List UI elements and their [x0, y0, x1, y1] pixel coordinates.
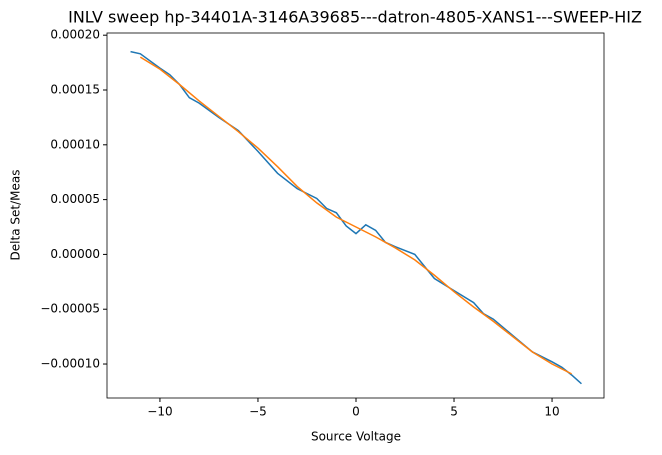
x-tick-label: 5 — [450, 405, 458, 419]
y-tick-label: −0.00010 — [40, 357, 100, 371]
y-tick-label: 0.00020 — [50, 28, 100, 42]
x-tick-label: 10 — [544, 405, 559, 419]
data-line — [130, 50, 582, 385]
y-tick-label: −0.00005 — [40, 302, 100, 316]
plot-frame — [106, 32, 605, 399]
y-axis-label: Delta Set/Meas — [9, 170, 23, 261]
y-tick-label: 0.00000 — [50, 247, 100, 261]
x-tick-label: 0 — [352, 405, 360, 419]
x-axis-label: Source Voltage — [311, 430, 401, 444]
data-line — [139, 56, 572, 375]
chart-title: INLV sweep hp-34401A-3146A39685---datron… — [68, 8, 642, 27]
y-tick-label: 0.00010 — [50, 137, 100, 151]
y-tick-label: 0.00005 — [50, 192, 100, 206]
x-tick-label: −5 — [249, 405, 267, 419]
x-tick-label: −10 — [147, 405, 172, 419]
y-tick-label: 0.00015 — [50, 82, 100, 96]
